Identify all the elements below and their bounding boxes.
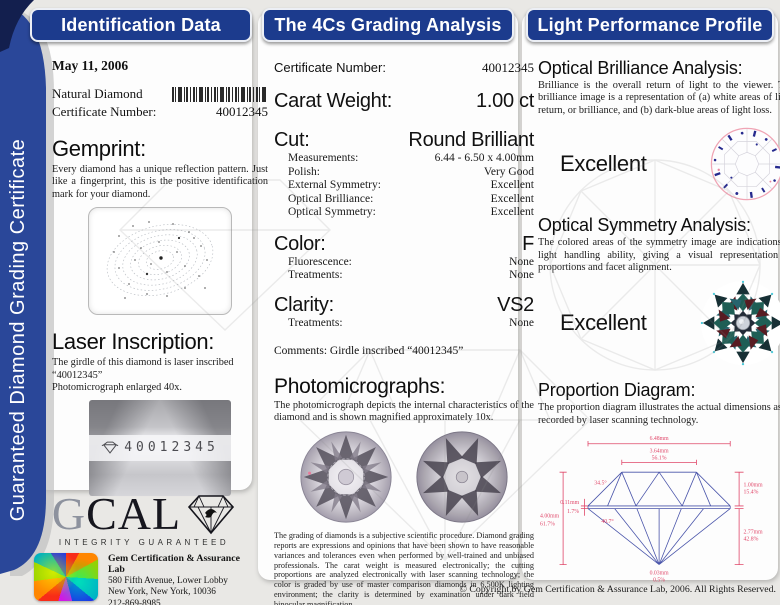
barcode <box>172 86 268 102</box>
proportion-description: The proportion diagram illustrates the a… <box>538 402 780 426</box>
laser-number: 40012345 <box>124 440 219 456</box>
cut-value: Round Brilliant <box>408 129 534 151</box>
symmetry-description: The colored areas of the symmetry image … <box>538 237 780 274</box>
photomicrograph-top-image <box>300 431 392 523</box>
dim-table-pct: 56.1% <box>652 456 667 462</box>
color-row-treatments: Treatments: None <box>288 269 534 281</box>
address-line-2: New York, New York, 10036 <box>108 587 216 598</box>
cut-row-optical-symmetry: Optical Symmetry: Excellent <box>288 206 534 218</box>
dim-depth: 4.00mm <box>540 514 560 520</box>
brilliance-description: Brilliance is the overall return of ligh… <box>538 80 780 116</box>
comments: Comments: Girdle inscribed “40012345” <box>274 345 464 357</box>
gcal-brand-block: GCAL INTEGRITY GUARANTEED Gem Certificat… <box>34 488 254 605</box>
photomicrograph-bottom-image <box>416 431 508 523</box>
cut-row-external-symmetry: External Symmetry: Excellent <box>288 179 534 191</box>
grading-cert-label: Certificate Number: <box>274 60 386 75</box>
phone-number: 212-869-8985 <box>108 598 161 605</box>
issue-date: May 11, 2006 <box>52 58 129 73</box>
color-value: F <box>522 232 534 255</box>
dim-culet: 0.03mm <box>650 571 670 577</box>
symmetry-scan-image <box>700 281 780 366</box>
hologram-sticker <box>34 553 98 601</box>
dim-pavilion-pct: 42.8% <box>744 537 759 543</box>
laser-desc-2: “40012345” <box>52 369 103 381</box>
laser-title: Laser Inscription: <box>52 329 215 355</box>
dim-crown-angle: 34.5° <box>594 480 607 487</box>
dim-girdle: 0.11mm <box>560 500 579 506</box>
grading-content: Certificate Number: 40012345 Carat Weigh… <box>258 12 548 605</box>
grading-cert-value: 40012345 <box>482 60 534 75</box>
cert-number-value: 40012345 <box>216 104 268 119</box>
brilliance-scan-image <box>710 128 780 201</box>
gcal-tagline: INTEGRITY GUARANTEED <box>58 538 230 547</box>
grading-disclaimer: The grading of diamonds is a subjective … <box>274 530 534 605</box>
light-content: Optical Brilliance Analysis: Brilliance … <box>522 12 780 591</box>
cut-row-optical-brilliance: Optical Brilliance: Excellent <box>288 192 534 205</box>
identification-header: Identification Data <box>30 8 252 42</box>
dim-crown-pct: 15.4% <box>744 490 759 496</box>
address-line-1: 580 Fifth Avenue, Lower Lobby <box>108 575 228 586</box>
carat-value: 1.00 ct <box>476 90 534 112</box>
gcal-logo: GCAL <box>51 488 182 539</box>
gcal-diamond-icon <box>188 495 235 535</box>
photomicrographs-title: Photomicrographs: <box>274 375 446 398</box>
dim-culet-pct: 0.5% <box>653 578 665 584</box>
company-name: Gem Certification & Assurance Lab <box>108 553 240 576</box>
symmetry-grade: Excellent <box>560 310 647 336</box>
proportion-title: Proportion Diagram: <box>538 380 696 401</box>
laser-inscription-photo: 40012345 <box>89 400 231 497</box>
gemprint-logo-icon <box>101 442 119 455</box>
cut-row-measurements: Measurements: 6.44 - 6.50 x 4.00mm <box>288 152 534 164</box>
dim-crown-height: 1.00mm <box>744 483 764 489</box>
dim-total-width: 6.48mm <box>650 436 670 442</box>
laser-desc-1: The girdle of this diamond is laser insc… <box>52 357 234 369</box>
dim-pavilion-depth: 2.77mm <box>744 530 764 536</box>
gemprint-fingerprint-image <box>88 207 232 316</box>
light-header: Light Performance Profile <box>526 8 774 42</box>
cert-number-label: Certificate Number: <box>52 104 157 119</box>
diamond-type-label: Natural Diamond <box>52 86 143 101</box>
gemprint-title: Gemprint: <box>52 136 146 161</box>
grading-header: The 4Cs Grading Analysis <box>262 8 514 42</box>
identification-content: May 11, 2006 Natural Diamond Certificate… <box>36 12 282 497</box>
clarity-row-treatments: Treatments: None <box>288 316 534 329</box>
ribbon-graphic <box>0 0 54 576</box>
carat-label: Carat Weight: <box>274 90 393 112</box>
clarity-value: VS2 <box>497 293 534 316</box>
proportion-diagram: 6.48mm 3.64mm 56.1% 34.5° 1.00mm 15.4% 0… <box>540 436 764 584</box>
dim-girdle-pct: 1.7% <box>567 509 579 515</box>
photomicrographs-description: The photomicrograph depicts the internal… <box>274 400 534 424</box>
brilliance-grade: Excellent <box>560 151 647 177</box>
dim-depth-pct: 61.7% <box>540 522 555 528</box>
symmetry-title: Optical Symmetry Analysis: <box>538 215 751 236</box>
ribbon-title: Guaranteed Diamond Grading Certificate <box>7 138 29 522</box>
laser-desc-3: Photomicrograph enlarged 40x. <box>52 382 182 394</box>
brilliance-title: Optical Brilliance Analysis: <box>538 58 743 78</box>
cut-label: Cut: <box>274 129 310 151</box>
color-row-fluorescence: Fluorescence: None <box>288 255 534 268</box>
copyright-footer: © Copyright by Gem Certification & Assur… <box>459 584 776 595</box>
color-label: Color: <box>274 232 326 255</box>
gemprint-description: Every diamond has a unique reflection pa… <box>52 164 268 200</box>
cut-row-polish: Polish: Very Good <box>288 165 534 178</box>
clarity-label: Clarity: <box>274 293 334 316</box>
dim-pavilion-angle: 40.7° <box>601 518 614 525</box>
dim-table-width: 3.64mm <box>650 449 670 455</box>
